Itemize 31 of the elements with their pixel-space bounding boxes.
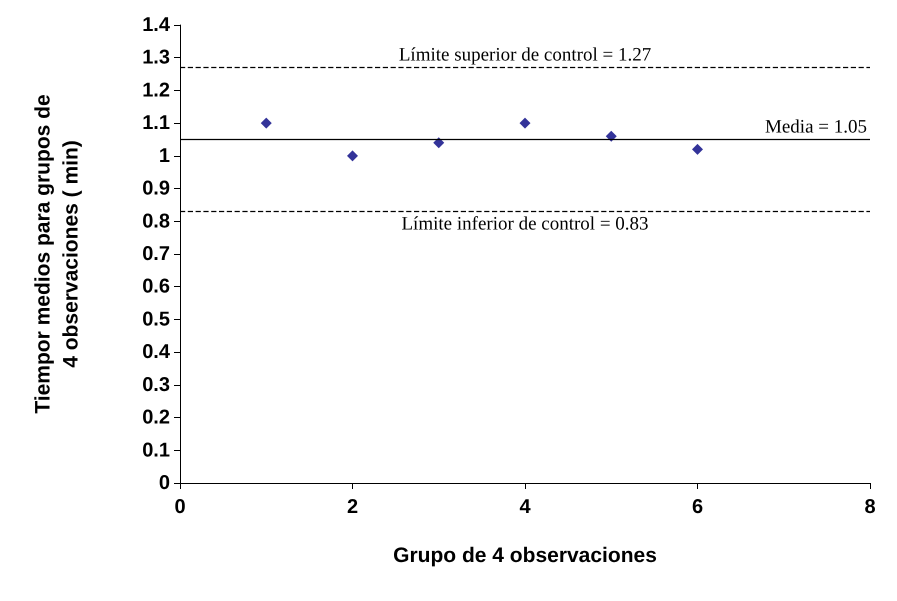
x-axis-title: Grupo de 4 observaciones [393, 544, 657, 567]
point [433, 137, 444, 148]
point [260, 118, 272, 129]
y-tick-label: 1.3 [142, 46, 170, 69]
y-tick-label: 0.2 [142, 406, 170, 429]
ref-line-label: Media = 1.05 [764, 116, 867, 138]
point [520, 118, 530, 129]
y-tick-label: 0.1 [142, 439, 170, 462]
point [606, 130, 617, 142]
x-tick-label: 4 [519, 496, 532, 518]
ref-line-label: Límite inferior de control = 0.83 [401, 213, 649, 234]
y-tick-label: 1.4 [142, 14, 171, 36]
y-tick-label: 1.2 [142, 79, 170, 102]
y-tick-label: 1 [158, 144, 170, 167]
x-tick-label: 6 [692, 496, 704, 518]
point [347, 150, 358, 162]
y-tick-label: 0.5 [142, 308, 170, 330]
point [692, 144, 703, 155]
x-tick-label: 8 [864, 496, 876, 518]
ref-line-label: Límite superior de control = 1.27 [398, 44, 652, 66]
y-tick-label: 0.8 [142, 210, 170, 232]
x-tick-label: 2 [346, 496, 358, 518]
y-tick-label: 0.9 [142, 178, 170, 200]
y-tick-label: 0.7 [142, 243, 170, 265]
y-tick-label: 0.3 [142, 374, 170, 396]
y-tick-label: 0 [158, 472, 170, 494]
y-axis-title: Tiempor medios para grupos de 4 observaciones ( min) [32, 94, 82, 414]
y-tick-label: 1.1 [142, 112, 170, 134]
y-tick-label: 0.4 [142, 341, 171, 364]
y-tick-label: 0.6 [142, 276, 170, 298]
x-tick-label: 0 [174, 496, 186, 518]
